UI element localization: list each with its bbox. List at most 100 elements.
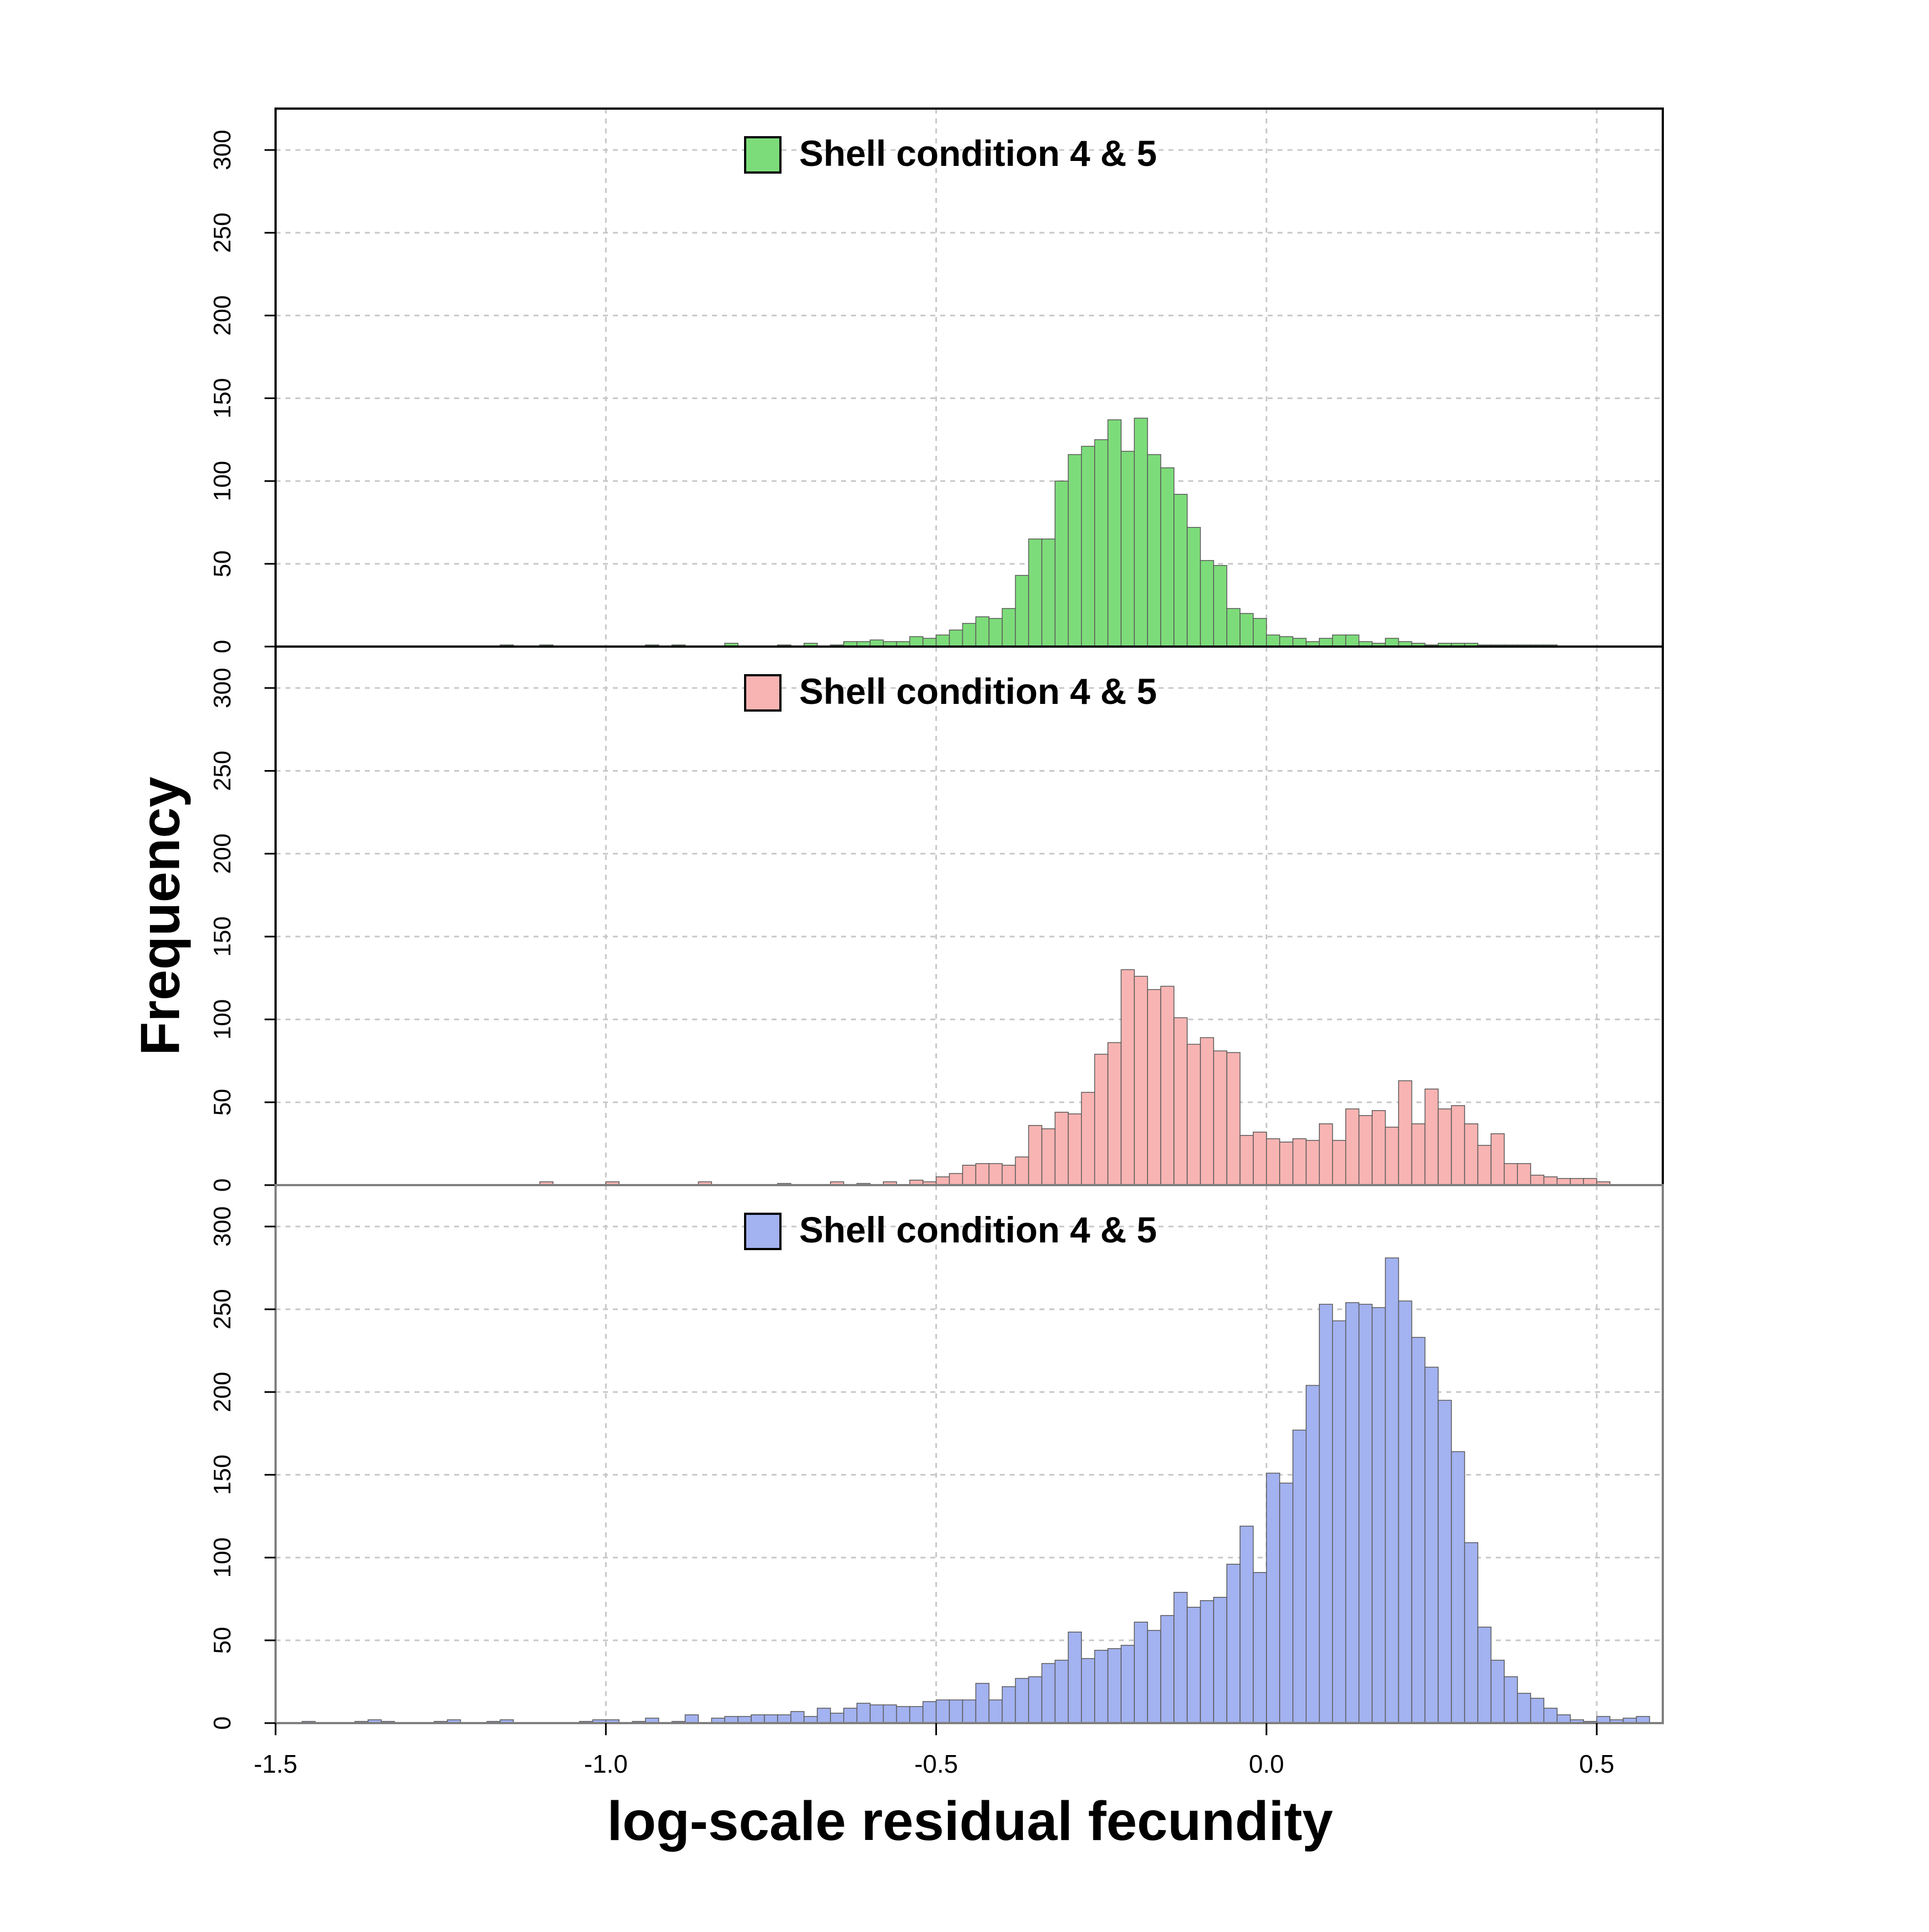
y-tick-label: 100 (209, 999, 236, 1040)
histogram-bar (1318, 1304, 1333, 1724)
histogram-bar (975, 616, 990, 647)
histogram-bar (1543, 1708, 1558, 1724)
histogram-bar (935, 1176, 950, 1186)
histogram-bar (1147, 454, 1161, 647)
histogram-bar (1200, 1037, 1214, 1186)
histogram-bar (1504, 1676, 1518, 1724)
y-tick-label: 50 (209, 1089, 236, 1116)
histogram-bar (1107, 419, 1122, 647)
y-tick-label: 300 (209, 1206, 236, 1246)
histogram-bar (1279, 636, 1294, 647)
histogram-bar (1213, 565, 1227, 647)
histogram-bar (975, 1163, 990, 1186)
histogram-bar (1384, 1257, 1399, 1724)
histogram-bar (1345, 1302, 1360, 1724)
histogram-bar (1081, 445, 1095, 647)
histogram-bar (1253, 618, 1267, 647)
histogram-bar (1160, 467, 1174, 647)
histogram-bar (1187, 527, 1201, 647)
x-tick-label: 0.0 (1249, 1750, 1284, 1778)
panel-frame (274, 107, 1664, 648)
histogram-bar (1253, 1132, 1267, 1186)
histogram-bar (856, 1703, 871, 1724)
histogram-bar (1543, 1176, 1558, 1186)
histogram-bar (1358, 1115, 1373, 1186)
histogram-bar (1001, 608, 1016, 647)
histogram-bar (1015, 575, 1030, 647)
legend-label: Shell condition 4 & 5 (799, 133, 1157, 174)
histogram-bar (949, 1699, 963, 1724)
histogram-bar (1028, 1125, 1043, 1186)
histogram-bar (1490, 1133, 1505, 1186)
y-tick-label: 0 (209, 1178, 236, 1192)
y-tick-label: 250 (209, 213, 236, 253)
histogram-bar (1517, 1693, 1532, 1724)
histogram-bar (1054, 1660, 1069, 1724)
histogram-bar (1054, 480, 1069, 647)
histogram-bar (1120, 1645, 1135, 1724)
histogram-bar (1517, 1163, 1532, 1186)
histogram-bar (962, 1699, 977, 1724)
histogram-bar (1028, 1676, 1043, 1724)
histogram-bar (1332, 1320, 1346, 1724)
histogram-bar (1451, 1451, 1465, 1724)
histogram-bar (1424, 1088, 1439, 1186)
histogram-bar (1318, 638, 1333, 647)
histogram-bar (1358, 1304, 1373, 1724)
histogram-bar (988, 1163, 1003, 1186)
y-tick-label: 0 (209, 640, 236, 653)
y-tick-label: 200 (209, 295, 236, 336)
histogram-bar (1437, 1400, 1452, 1724)
histogram-bar (1226, 608, 1241, 647)
histogram-bar (1015, 1678, 1030, 1724)
histogram-bar (1094, 1650, 1108, 1724)
histogram-bar (1081, 1091, 1095, 1186)
histogram-bar (1094, 1053, 1108, 1186)
histogram-bar (922, 1701, 937, 1724)
histogram-bar (1292, 638, 1307, 647)
x-tick-label: 0.5 (1579, 1750, 1614, 1778)
histogram-bar (1530, 1175, 1545, 1186)
histogram-bar (1240, 1135, 1254, 1186)
x-axis-title: log-scale residual fecundity (607, 1790, 1333, 1852)
histogram-bar (1041, 1663, 1056, 1724)
histogram-bar (988, 618, 1003, 647)
histogram-bar (1398, 1300, 1413, 1724)
histogram-bar (1160, 1615, 1174, 1724)
histogram-bar (1266, 1472, 1280, 1724)
histogram-bar (1332, 634, 1346, 647)
histogram-bar (1187, 1607, 1201, 1724)
histogram-bar (751, 1714, 765, 1724)
histogram-bar (1411, 1123, 1426, 1186)
histogram-bar (843, 1708, 858, 1724)
histogram-bar (1226, 1052, 1241, 1186)
histogram-bar (1173, 1017, 1188, 1186)
histogram-bar (1464, 1542, 1479, 1724)
histogram-bar (949, 1173, 963, 1186)
panel-frame (274, 1184, 1664, 1724)
histogram-bar (1292, 1138, 1307, 1186)
histogram-bar (1253, 1572, 1267, 1724)
histogram-bar (949, 629, 963, 647)
histogram-bar (962, 623, 977, 647)
histogram-bar (1187, 1043, 1201, 1186)
histogram-bar (1015, 1156, 1030, 1186)
histogram-bar (1345, 634, 1360, 647)
histogram-bar (1556, 1714, 1571, 1724)
histogram-bar (988, 1699, 1003, 1724)
histogram-bar (764, 1714, 778, 1724)
legend-label: Shell condition 4 & 5 (799, 1209, 1157, 1250)
x-tick-label: -1.0 (584, 1750, 628, 1778)
histogram-bar (1292, 1429, 1307, 1724)
panel-frame (274, 645, 1664, 1186)
histogram-bar (882, 1704, 897, 1724)
histogram-bar (1306, 1140, 1320, 1186)
histogram-bar (1384, 1127, 1399, 1186)
histogram-bar (1504, 1163, 1518, 1186)
histogram-bar (1200, 560, 1214, 647)
histogram-bar (1134, 1622, 1148, 1724)
histogram-bar (1041, 1128, 1056, 1186)
y-tick-label: 150 (209, 1455, 236, 1495)
histogram-bar (1437, 1108, 1452, 1186)
